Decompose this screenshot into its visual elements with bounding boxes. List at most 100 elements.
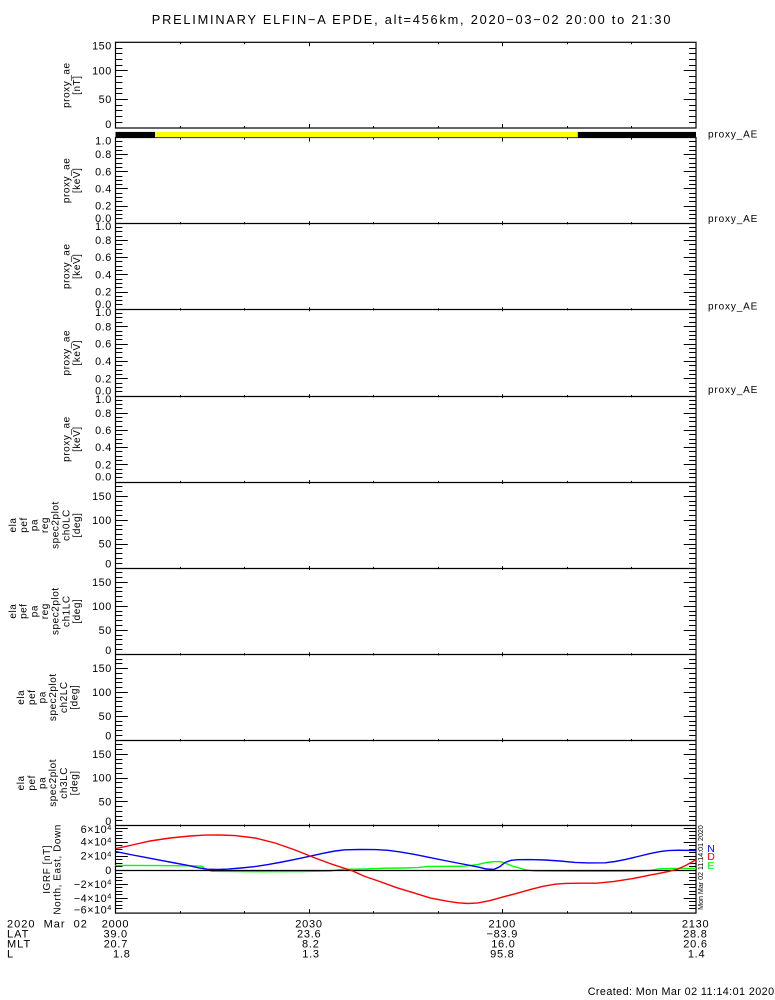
svg-text:0.0: 0.0 xyxy=(95,472,112,484)
svg-text:proxy_ae: proxy_ae xyxy=(62,416,73,462)
svg-text:ela: ela xyxy=(8,604,19,619)
svg-text:0.0: 0.0 xyxy=(95,213,112,225)
svg-text:0.2: 0.2 xyxy=(95,459,112,471)
svg-text:1.0: 1.0 xyxy=(95,307,112,319)
svg-text:2020 Mar 02: 2020 Mar 02 xyxy=(7,919,88,931)
svg-text:1.4: 1.4 xyxy=(688,948,706,960)
svg-text:spec2plot: spec2plot xyxy=(51,501,62,549)
svg-text:0.4: 0.4 xyxy=(95,269,112,281)
svg-text:pa: pa xyxy=(38,777,49,789)
svg-text:20.7: 20.7 xyxy=(104,938,128,950)
svg-text:pa: pa xyxy=(38,691,49,703)
svg-text:2130: 2130 xyxy=(682,919,709,931)
svg-text:100: 100 xyxy=(92,687,112,699)
svg-text:95.8: 95.8 xyxy=(490,948,514,960)
svg-text:proxy_ae: proxy_ae xyxy=(62,62,73,108)
svg-text:2000: 2000 xyxy=(102,919,129,931)
svg-text:0.0: 0.0 xyxy=(95,386,112,398)
svg-text:150: 150 xyxy=(92,491,112,503)
svg-text:proxy_AE: proxy_AE xyxy=(708,214,758,225)
svg-text:0.8: 0.8 xyxy=(95,321,112,333)
svg-text:0.8: 0.8 xyxy=(95,149,112,161)
svg-text:1.0: 1.0 xyxy=(95,221,112,233)
svg-text:[keV]: [keV] xyxy=(72,168,83,194)
svg-text:pa: pa xyxy=(29,519,40,531)
svg-text:50: 50 xyxy=(99,711,112,723)
svg-text:0: 0 xyxy=(105,816,112,828)
svg-text:[deg]: [deg] xyxy=(70,685,81,710)
svg-text:50: 50 xyxy=(99,94,112,106)
svg-text:23.6: 23.6 xyxy=(297,929,321,941)
svg-text:reg: reg xyxy=(40,603,51,619)
svg-text:0.6: 0.6 xyxy=(95,425,112,437)
svg-text:−83.9: −83.9 xyxy=(487,929,519,941)
svg-text:spec2plot: spec2plot xyxy=(51,587,62,635)
svg-text:50: 50 xyxy=(99,625,112,637)
svg-text:100: 100 xyxy=(92,65,112,77)
svg-text:0: 0 xyxy=(105,119,112,131)
svg-text:1.0: 1.0 xyxy=(95,135,112,147)
svg-text:spec2plot: spec2plot xyxy=(48,759,59,807)
svg-text:proxy_AE: proxy_AE xyxy=(708,130,758,141)
svg-text:0.6: 0.6 xyxy=(95,252,112,264)
svg-text:ela: ela xyxy=(8,518,19,533)
svg-text:[deg]: [deg] xyxy=(72,599,83,624)
svg-text:0.6: 0.6 xyxy=(95,166,112,178)
svg-text:reg: reg xyxy=(40,517,51,533)
svg-text:ch0LC: ch0LC xyxy=(61,509,72,541)
svg-text:[nT]: [nT] xyxy=(72,75,83,94)
svg-text:2×104: 2×104 xyxy=(81,849,112,862)
svg-text:2100: 2100 xyxy=(489,919,516,931)
svg-text:[keV]: [keV] xyxy=(72,340,83,366)
svg-text:[deg]: [deg] xyxy=(72,513,83,538)
svg-text:0.8: 0.8 xyxy=(95,235,112,247)
svg-text:Created: Mon Mar 02 11:14:01 2: Created: Mon Mar 02 11:14:01 2020 xyxy=(588,986,775,998)
svg-text:16.0: 16.0 xyxy=(491,938,515,950)
svg-text:0.2: 0.2 xyxy=(95,373,112,385)
svg-text:Mon Mar 02 11:14:01 2020: Mon Mar 02 11:14:01 2020 xyxy=(697,825,705,910)
svg-text:ch2LC: ch2LC xyxy=(59,681,70,713)
svg-text:IGRF [nT]: IGRF [nT] xyxy=(42,845,53,894)
svg-text:0.0: 0.0 xyxy=(95,299,112,311)
svg-text:pef: pef xyxy=(19,603,30,619)
svg-text:1.8: 1.8 xyxy=(113,948,131,960)
svg-text:N: N xyxy=(707,843,715,855)
svg-text:D: D xyxy=(707,851,715,863)
svg-text:20.6: 20.6 xyxy=(683,938,707,950)
svg-text:100: 100 xyxy=(92,515,112,527)
svg-text:1.0: 1.0 xyxy=(95,394,112,406)
svg-text:ela: ela xyxy=(16,690,27,705)
svg-text:[keV]: [keV] xyxy=(72,426,83,452)
svg-text:0: 0 xyxy=(105,731,112,743)
svg-text:proxy_ae: proxy_ae xyxy=(62,243,73,289)
svg-text:L: L xyxy=(7,948,14,960)
svg-text:ela: ela xyxy=(16,775,27,790)
svg-text:E: E xyxy=(707,860,714,872)
svg-text:spec2plot: spec2plot xyxy=(48,673,59,721)
svg-text:−6×104: −6×104 xyxy=(74,903,112,916)
svg-text:[keV]: [keV] xyxy=(72,253,83,279)
svg-text:[deg]: [deg] xyxy=(70,770,81,795)
svg-text:0.2: 0.2 xyxy=(95,287,112,299)
svg-text:0.6: 0.6 xyxy=(95,339,112,351)
svg-text:ch3LC: ch3LC xyxy=(59,767,70,799)
svg-text:4×104: 4×104 xyxy=(81,835,112,848)
svg-text:MLT: MLT xyxy=(7,938,31,950)
svg-text:50: 50 xyxy=(99,796,112,808)
svg-text:0.4: 0.4 xyxy=(95,356,112,368)
svg-text:0: 0 xyxy=(105,865,112,877)
svg-text:−2×104: −2×104 xyxy=(74,877,112,890)
svg-text:50: 50 xyxy=(99,539,112,551)
svg-text:150: 150 xyxy=(92,577,112,589)
svg-text:proxy_AE: proxy_AE xyxy=(708,302,758,313)
svg-text:0.4: 0.4 xyxy=(95,442,112,454)
svg-text:pa: pa xyxy=(29,605,40,617)
svg-text:39.0: 39.0 xyxy=(103,929,127,941)
svg-text:150: 150 xyxy=(92,749,112,761)
svg-text:proxy_AE: proxy_AE xyxy=(708,385,758,396)
svg-text:PRELIMINARY ELFIN−A EPDE, alt=: PRELIMINARY ELFIN−A EPDE, alt=456km, 202… xyxy=(152,12,672,27)
svg-text:0: 0 xyxy=(105,645,112,657)
svg-text:−4×104: −4×104 xyxy=(74,892,112,905)
svg-text:1.3: 1.3 xyxy=(302,948,320,960)
svg-text:proxy_ae: proxy_ae xyxy=(62,330,73,376)
